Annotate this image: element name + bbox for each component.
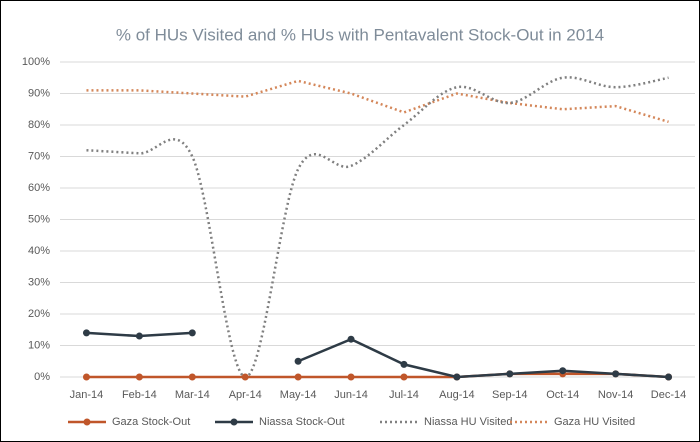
y-tick-label: 20% [28,308,50,320]
legend-marker [230,418,238,426]
x-tick-label: Dec-14 [651,389,686,401]
point [294,357,302,365]
y-tick-label: 80% [28,119,50,131]
legend-label: Gaza Stock-Out [112,416,190,428]
y-tick-label: 40% [28,245,50,257]
point [188,373,196,381]
point [612,370,620,378]
chart-title: % of HUs Visited and % HUs with Pentaval… [116,25,604,44]
point [294,373,302,381]
legend-marker [83,418,91,426]
x-tick-label: Nov-14 [598,389,633,401]
x-tick-label: Oct-14 [546,389,579,401]
series-line [86,372,669,379]
point [82,329,90,337]
x-tick-label: Apr-14 [229,389,262,401]
point [506,370,514,378]
series-line [86,79,669,124]
point [453,373,461,381]
y-tick-label: 0% [34,371,50,383]
point [347,373,355,381]
y-tick-label: 30% [28,276,50,288]
point [188,329,196,337]
point [559,367,567,375]
y-tick-label: 70% [28,150,50,162]
y-tick-label: 100% [22,56,50,68]
x-tick-label: May-14 [280,389,317,401]
point [135,373,143,381]
point [347,335,355,343]
point [241,373,249,381]
y-tick-label: 10% [28,339,50,351]
legend-label: Gaza HU Visited [554,416,635,428]
point [82,373,90,381]
point [400,373,408,381]
x-tick-label: Feb-14 [122,389,157,401]
point [665,373,673,381]
x-tick-label: Jul-14 [389,389,419,401]
legend-label: Niassa HU Visited [424,416,512,428]
series-line [297,337,669,379]
point [135,332,143,340]
point [400,360,408,368]
x-tick-label: Aug-14 [439,389,474,401]
y-tick-label: 60% [28,182,50,194]
legend-label: Niassa Stock-Out [259,416,345,428]
x-tick-label: Jun-14 [334,389,368,401]
x-tick-label: Sep-14 [492,389,527,401]
y-tick-label: 90% [28,87,50,99]
x-tick-label: Jan-14 [70,389,104,401]
x-tick-label: Mar-14 [175,389,210,401]
y-tick-label: 50% [28,213,50,225]
